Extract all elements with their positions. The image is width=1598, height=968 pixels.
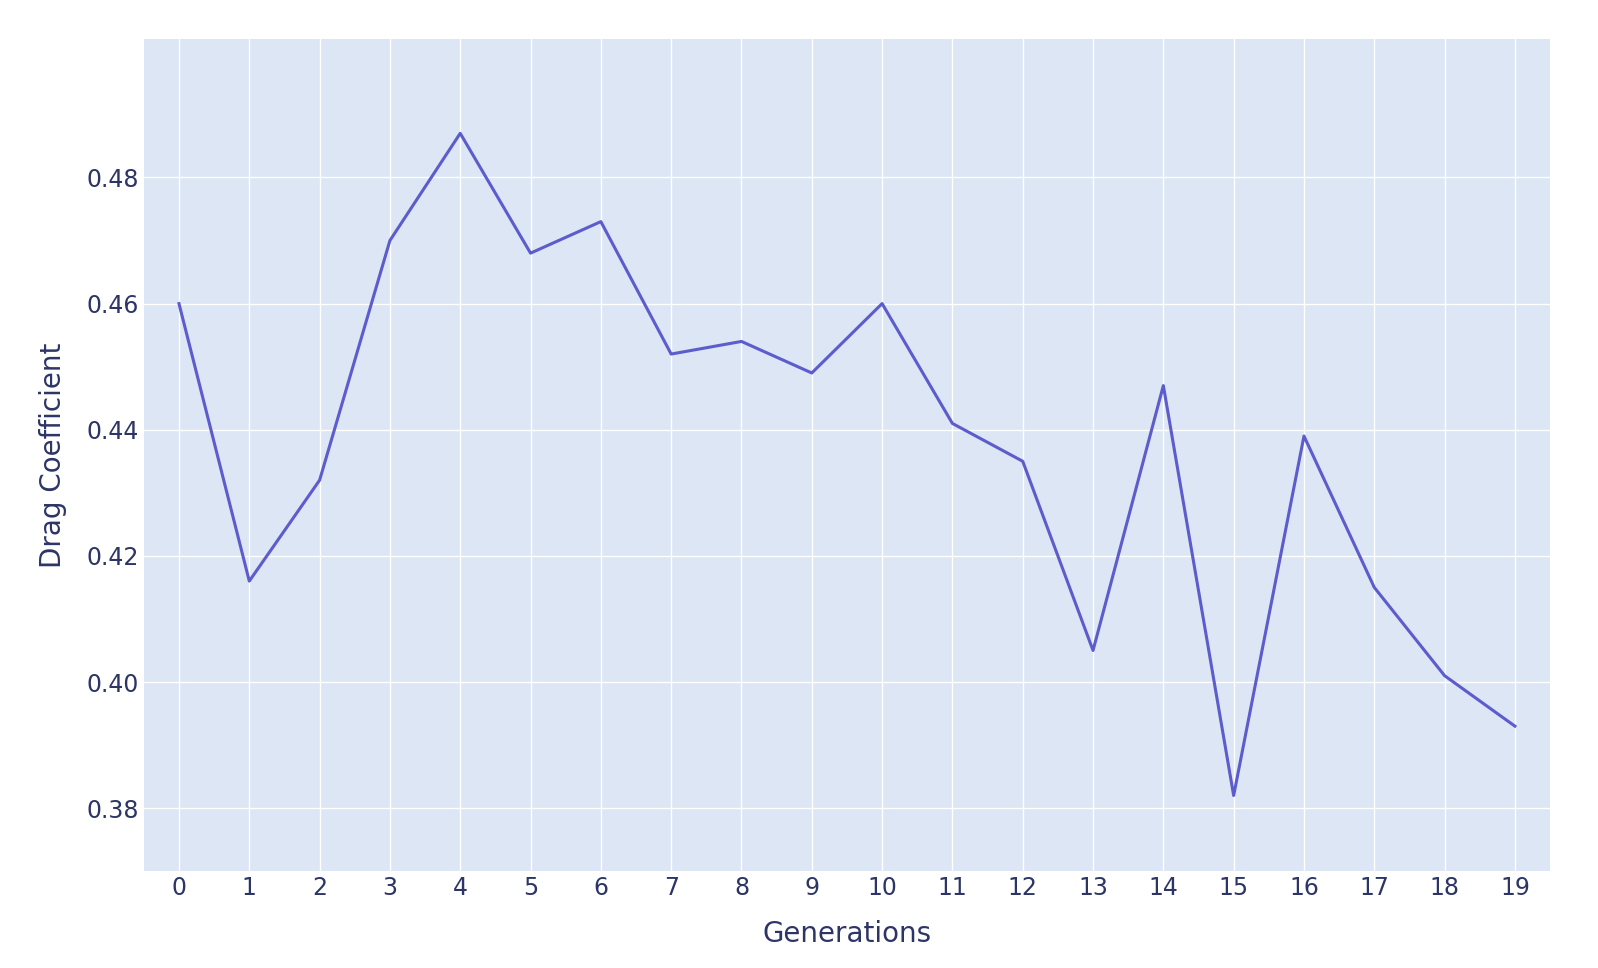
X-axis label: Generations: Generations xyxy=(762,920,932,948)
Y-axis label: Drag Coefficient: Drag Coefficient xyxy=(38,343,67,567)
